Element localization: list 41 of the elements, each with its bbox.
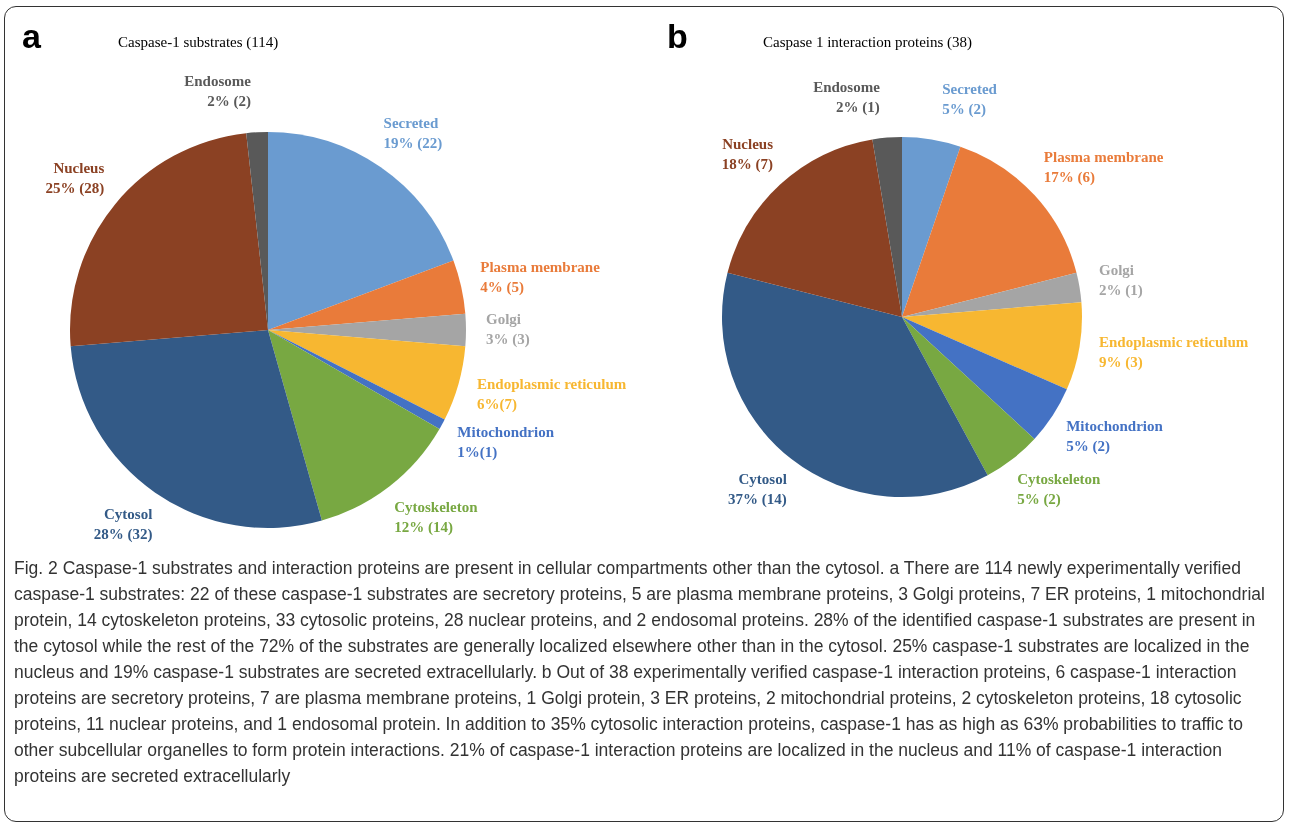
slice-label: Endoplasmic reticulum (477, 375, 627, 392)
data-label: 18% (7) (721, 156, 773, 174)
data-label: 28% (32) (93, 526, 153, 544)
slice-label: Nucleus (722, 136, 774, 153)
data-label: 37% (14) (728, 491, 787, 509)
data-label: 2% (1) (1099, 281, 1143, 299)
data-label: 25% (28) (45, 179, 105, 197)
slice-label: Golgi (1099, 261, 1135, 278)
data-label: 4% (5) (480, 278, 524, 296)
slice-label: Secreted (942, 80, 998, 97)
data-label: 17% (6) (1043, 168, 1096, 186)
slice-label: Secreted (383, 115, 439, 132)
data-label: 12% (14) (394, 518, 453, 536)
data-label: 3% (3) (486, 330, 530, 348)
slice-label: Cytosol (738, 471, 787, 488)
data-label: 5% (2) (1017, 491, 1061, 509)
data-label: 5% (2) (942, 100, 986, 118)
data-label: 19% (22) (383, 135, 443, 153)
slice-label: Cytoskeleton (1017, 471, 1102, 488)
slice-label: Cytosol (104, 506, 153, 523)
data-label: 5% (2) (1066, 438, 1110, 456)
text: a (22, 17, 42, 56)
slice-label: Mitochondrion (1066, 418, 1164, 435)
slice-label: Cytoskeleton (394, 498, 479, 515)
data-label: 2% (1) (836, 98, 880, 116)
slice-label: Plasma membrane (1043, 148, 1164, 165)
slice-label: Endoplasmic reticulum (1099, 334, 1249, 351)
slice-label: Endosome (184, 73, 252, 90)
text: Fig. 2 Caspase-1 substrates and interaction proteins are present in cellular compartments other than the cytosol. a There are 114 newly experimentally verified caspase-1 substrates: 22 of these caspase-1 substrates are secretory proteins, 5 are plasma membrane proteins, 3 Golgi proteins, 7 ER proteins, 1 mitochondrial protein, 14 cytoskeleton proteins, 33 cytosolic proteins, 28 nuclear proteins, and 2 endosomal proteins. 28% of the identified caspase-1 substrates are present in the cytosol while the rest of the 72% of the substrates are generally localized elsewhere other than in the cytosol. 25% caspase-1 substrates are localized in the nucleus and 19% caspase-1 substrates are secreted extracellularly. b Out of 38 experimentally verified caspase-1 interaction proteins, 6 caspase-1 interaction proteins are secretory proteins, 7 are plasma membrane proteins, 1 Golgi protein, 3 ER proteins, 2 mitochondrial proteins, 2 cytoskeleton proteins, 18 cytosolic proteins, 11 nuclear proteins, and 1 endosomal protein. In addition to 35% cytosolic interaction proteins, caspase-1 has as high as 63% probabilities to traffic to other subcellular organelles to form protein interactions. 21% of caspase-1 interaction proteins are localized in the nucleus and 11% of caspase-1 interaction proteins are secreted extracellularly (14, 558, 1265, 786)
data-label: 1%(1) (457, 444, 498, 462)
slice-label: Nucleus (53, 159, 105, 176)
text: b (667, 17, 688, 56)
chart-title: Caspase-1 substrates (114) (118, 34, 279, 52)
chart-title: Caspase 1 interaction proteins (38) (763, 34, 973, 52)
slice-label: Plasma membrane (480, 258, 601, 275)
slice-label: Mitochondrion (457, 424, 555, 441)
slice-label: Endosome (813, 78, 881, 95)
data-label: 9% (3) (1099, 354, 1143, 372)
data-label: 2% (2) (207, 93, 251, 111)
slice-label: Golgi (486, 310, 522, 327)
data-label: 6%(7) (477, 395, 518, 413)
